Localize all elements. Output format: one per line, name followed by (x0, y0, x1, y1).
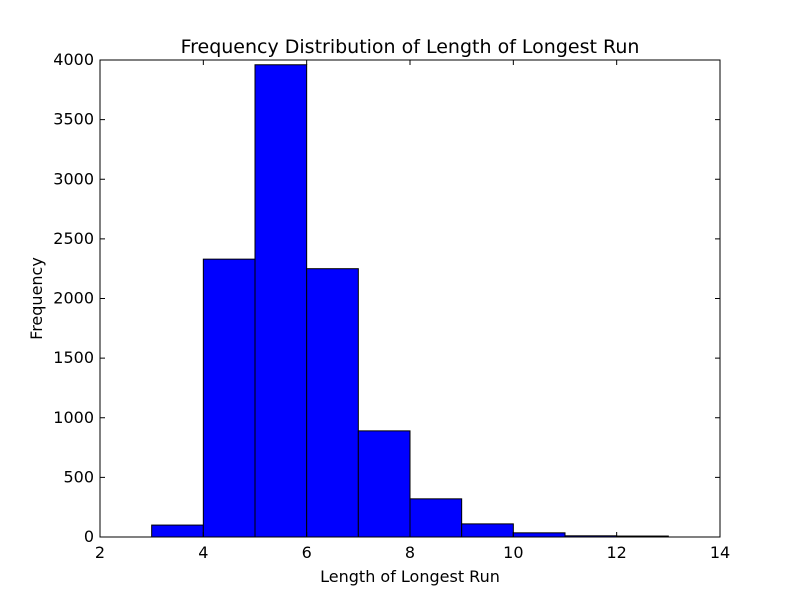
x-tick-label-6: 14 (710, 543, 730, 562)
y-tick-label-2: 1000 (53, 408, 94, 427)
x-tick-label-2: 6 (302, 543, 312, 562)
histogram-bar-4 (357, 430, 411, 538)
y-tick-label-7: 3500 (53, 110, 94, 129)
y-axis-label: Frequency (27, 257, 46, 340)
x-tick-label-0: 2 (95, 543, 105, 562)
ticks-group: 2 4 6 8 10 12 14 0 500 1000 1500 2000 2500 3000 3500 40… (53, 50, 730, 562)
y-tick-label-4: 2000 (53, 289, 94, 308)
histogram-bar-7 (512, 532, 566, 538)
histogram-bar-5 (409, 498, 463, 538)
x-tick-label-4: 10 (503, 543, 523, 562)
chart-title: Frequency Distribution of Length of Long… (181, 36, 640, 58)
y-tick-label-6: 3000 (53, 169, 94, 188)
bars-group (151, 64, 669, 538)
y-tick-label-8: 4000 (53, 50, 94, 69)
y-tick-label-1: 500 (63, 467, 94, 486)
histogram-bar-0 (151, 524, 204, 538)
x-axis-label: Length of Longest Run (320, 567, 500, 586)
y-tick-label-3: 1500 (53, 348, 94, 367)
histogram-bar-1 (202, 258, 256, 538)
histogram-bar-3 (306, 268, 359, 538)
histogram-bar-2 (254, 64, 308, 538)
y-tick-label-0: 0 (84, 527, 94, 546)
x-tick-label-3: 8 (405, 543, 415, 562)
histogram-bar-6 (461, 523, 514, 538)
x-tick-label-1: 4 (198, 543, 208, 562)
plot-frame (99, 59, 721, 538)
y-tick-label-5: 2500 (53, 229, 94, 248)
x-tick-label-5: 12 (606, 543, 626, 562)
